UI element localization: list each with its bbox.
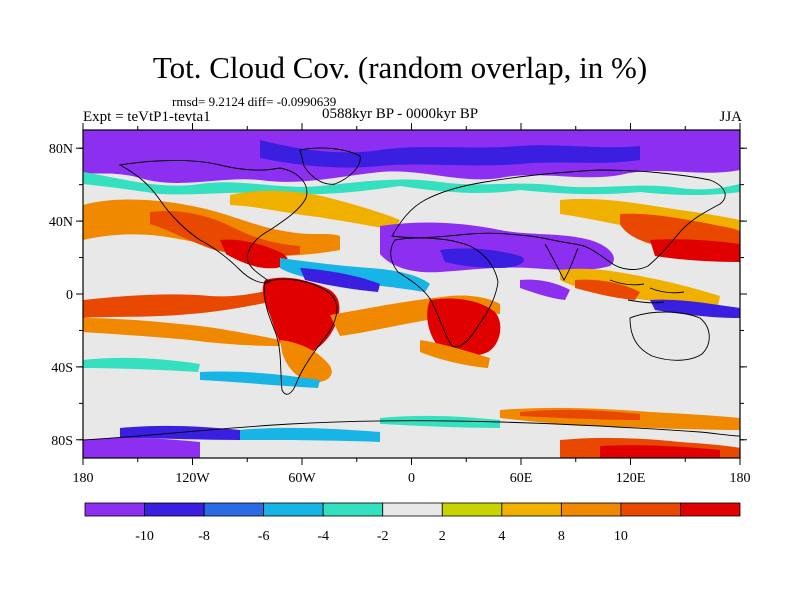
x-tick-label: 120W: [175, 471, 210, 486]
colorbar-label: 2: [439, 529, 446, 544]
colorbar: [84, 502, 741, 517]
colorbar-swatch: [84, 502, 145, 517]
y-tick-label: 40S: [51, 361, 73, 376]
axis-ticks: [76, 123, 747, 465]
coastlines: [83, 147, 740, 441]
colorbar-swatch: [680, 502, 741, 517]
y-tick-label: 40N: [49, 215, 73, 230]
x-tick-label: 60W: [288, 471, 316, 486]
colorbar-label: 10: [614, 529, 628, 544]
colorbar-swatch: [263, 502, 324, 517]
colorbar-swatch: [144, 502, 205, 517]
x-tick-label: 60E: [510, 471, 533, 486]
colorbar-label: -4: [317, 529, 329, 544]
y-tick-label: 0: [66, 288, 73, 303]
y-tick-label: 80N: [49, 142, 73, 157]
colorbar-label: 8: [558, 529, 565, 544]
colorbar-swatch: [560, 502, 622, 517]
colorbar-swatch: [501, 502, 562, 517]
x-tick-label: 120E: [616, 471, 646, 486]
y-tick-labels: 80N 40N 0 40S 80S: [49, 142, 73, 449]
time-period-label: 0588kyr BP - 0000kyr BP: [322, 106, 479, 122]
colorbar-swatch: [382, 502, 443, 517]
colorbar-label: -6: [258, 529, 270, 544]
x-tick-label: 0: [408, 471, 415, 486]
x-tick-label: 180: [73, 471, 94, 486]
anomaly-field: [83, 130, 740, 458]
colorbar-swatch: [441, 502, 503, 517]
colorbar-label: 4: [498, 529, 505, 544]
colorbar-label: -8: [198, 529, 210, 544]
colorbar-swatch: [203, 502, 265, 517]
colorbar-swatch: [322, 502, 384, 517]
experiment-label: Expt = teVtP1-tevta1: [83, 109, 211, 125]
x-tick-labels: 180 120W 60W 0 60E 120E 180: [73, 471, 751, 486]
colorbar-swatch: [620, 502, 681, 517]
plot-title: Tot. Cloud Cov. (random overlap, in %): [152, 50, 648, 85]
colorbar-label: -2: [377, 529, 389, 544]
colorbar-labels: -10 -8 -6 -4 -2 2 4 8 10: [135, 529, 628, 544]
colorbar-label: -10: [135, 529, 154, 544]
rmsd-diff-stats: rmsd= 9.2124 diff= -0.0990639: [172, 94, 337, 109]
y-tick-label: 80S: [51, 434, 73, 449]
season-label: JJA: [719, 109, 742, 125]
x-tick-label: 180: [730, 471, 751, 486]
